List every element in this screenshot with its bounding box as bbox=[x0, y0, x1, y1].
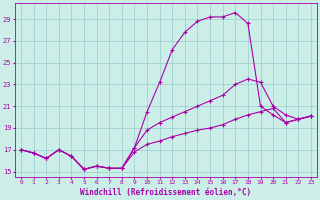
X-axis label: Windchill (Refroidissement éolien,°C): Windchill (Refroidissement éolien,°C) bbox=[80, 188, 252, 197]
